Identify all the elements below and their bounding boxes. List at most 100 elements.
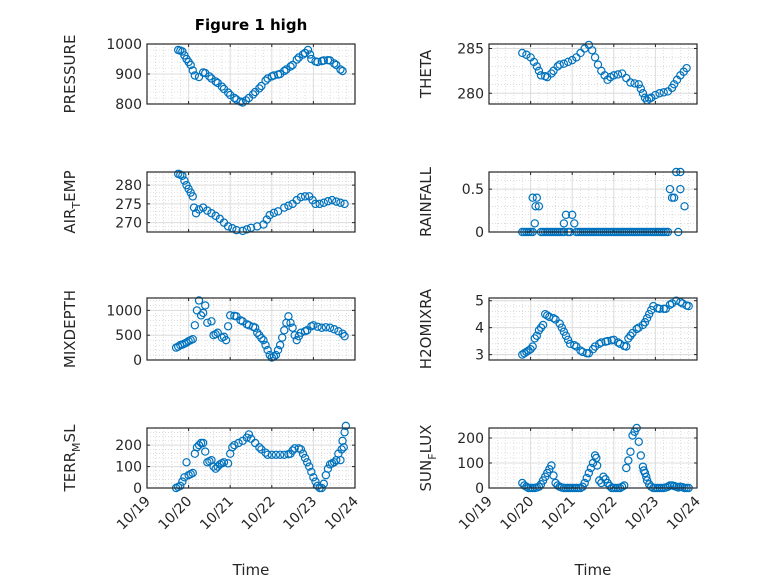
data-point xyxy=(194,205,204,214)
data-point xyxy=(305,50,315,59)
data-point xyxy=(213,328,222,337)
data-point xyxy=(246,434,256,443)
data-point xyxy=(271,350,281,360)
data-point xyxy=(207,209,216,218)
data-point xyxy=(221,335,231,345)
data-point xyxy=(192,443,202,452)
data-point xyxy=(520,349,529,358)
data-point xyxy=(655,304,664,313)
x-tick-label: 10/22 xyxy=(239,494,279,534)
data-point xyxy=(207,317,216,326)
x-tick-label: 10/23 xyxy=(280,494,320,534)
data-point xyxy=(534,202,544,211)
y-axis-label: MIXDEPTH xyxy=(61,290,79,368)
data-point xyxy=(636,451,646,460)
data-point xyxy=(559,327,569,336)
data-point xyxy=(317,323,326,332)
data-point xyxy=(522,50,531,59)
data-point xyxy=(632,324,641,334)
data-point xyxy=(684,301,693,311)
y-label-part: LUX xyxy=(417,425,435,454)
y-tick-label: 0 xyxy=(133,353,142,369)
data-point xyxy=(228,443,237,452)
y-tick-label: 500 xyxy=(115,328,142,344)
data-point xyxy=(518,48,527,58)
data-point xyxy=(225,311,235,320)
data-point xyxy=(538,320,548,330)
x-tick-label: 10/21 xyxy=(539,494,579,534)
data-point xyxy=(296,445,306,454)
x-tick-label: 10/24 xyxy=(664,493,704,533)
data-point xyxy=(622,463,631,473)
axes-box xyxy=(488,171,698,233)
y-axis-label: PRESSURE xyxy=(61,35,79,114)
data-point xyxy=(624,334,633,343)
data-point xyxy=(561,210,571,220)
data-point xyxy=(188,192,197,201)
data-point xyxy=(194,440,204,450)
data-point xyxy=(549,471,558,480)
data-point xyxy=(547,69,556,78)
data-point xyxy=(634,323,643,332)
axes-box xyxy=(488,43,698,105)
data-point xyxy=(198,438,208,448)
y-tick-label: 0 xyxy=(475,481,484,497)
data-point xyxy=(323,464,333,473)
data-point xyxy=(340,331,349,341)
data-point xyxy=(250,323,260,332)
y-tick-label: 0 xyxy=(475,225,484,241)
data-point xyxy=(640,318,650,327)
data-point xyxy=(609,71,619,80)
data-point xyxy=(198,308,208,318)
data-point xyxy=(547,461,556,470)
y-tick-label: 280 xyxy=(457,86,484,102)
data-point xyxy=(620,481,629,490)
data-point xyxy=(563,57,573,67)
data-point xyxy=(186,60,195,70)
data-point xyxy=(286,62,295,71)
data-point xyxy=(555,60,564,69)
y-axis-label: RAINFALL xyxy=(417,166,435,237)
data-point xyxy=(223,88,233,97)
y-tick-label: 0.5 xyxy=(462,182,484,198)
data-point xyxy=(638,89,648,98)
data-point xyxy=(559,219,569,228)
data-point xyxy=(534,482,544,491)
data-point xyxy=(305,462,314,471)
y-axis-label: H2OMIXRA xyxy=(417,288,435,369)
data-point xyxy=(532,331,542,340)
data-point xyxy=(529,57,539,67)
data-point xyxy=(176,481,185,491)
y-axis-label: THETA xyxy=(417,49,435,99)
data-point xyxy=(309,321,318,330)
data-point xyxy=(263,450,272,459)
data-point xyxy=(211,330,220,339)
data-point xyxy=(603,75,612,85)
y-label-part: H2OMIXRA xyxy=(417,288,435,369)
data-point xyxy=(271,450,281,459)
y-label-subscript: T xyxy=(70,202,83,210)
axes-background xyxy=(489,298,697,360)
y-tick-label: 4 xyxy=(475,321,484,337)
y-tick-label: 100 xyxy=(115,460,142,476)
data-point xyxy=(313,322,322,331)
data-point xyxy=(230,440,239,450)
data-point xyxy=(188,66,197,75)
data-point xyxy=(634,437,643,446)
x-tick-label: 10/21 xyxy=(197,494,237,534)
data-point xyxy=(327,195,337,205)
axes-box xyxy=(146,297,356,361)
data-point xyxy=(540,309,550,319)
data-point xyxy=(201,447,210,456)
x-tick-label: 10/23 xyxy=(622,494,662,534)
data-point xyxy=(338,436,347,446)
data-point xyxy=(278,333,287,342)
data-point xyxy=(568,210,577,220)
data-point xyxy=(196,311,206,320)
data-point xyxy=(530,219,539,228)
y-axis-label: TERRMSL xyxy=(61,424,83,493)
data-point xyxy=(340,428,349,437)
axes-box xyxy=(146,427,356,489)
y-label-part: PRESSURE xyxy=(61,35,79,114)
data-point xyxy=(340,199,349,209)
